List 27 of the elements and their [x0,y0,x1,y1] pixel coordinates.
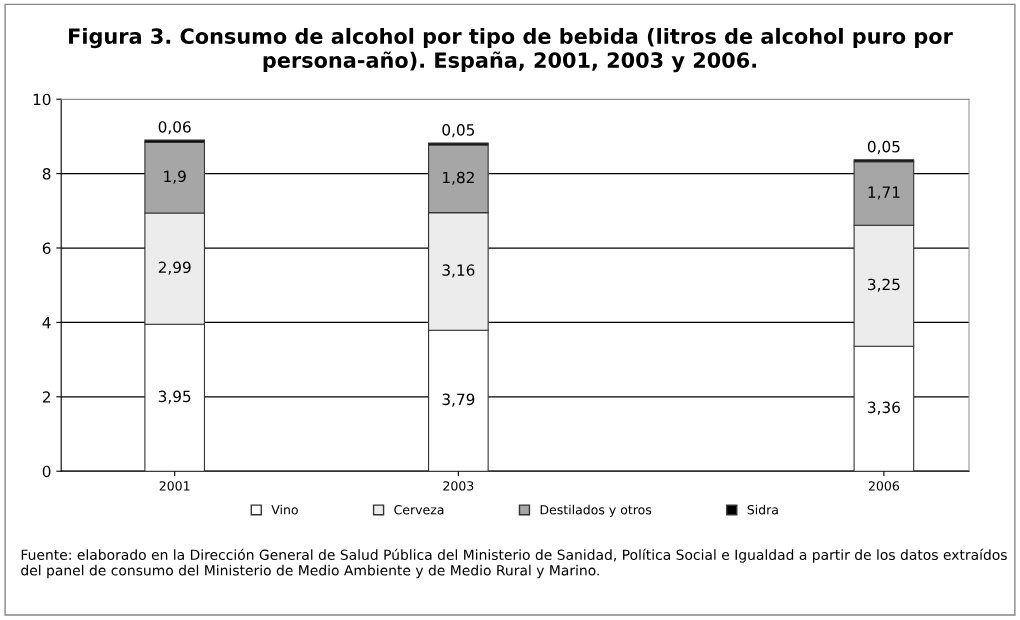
data-label: 2,99 [158,261,191,275]
y-tick-label: 0 [42,465,51,478]
data-label: 1,82 [443,171,474,185]
legend-label: Cerveza [394,504,444,515]
data-label: 3,25 [868,278,900,292]
data-label: 3,95 [158,390,191,404]
data-label: 0,05 [442,124,475,138]
y-tick-label: 2 [42,391,50,403]
y-tick-label: 4 [42,317,51,329]
x-tick-label: 2003 [443,481,474,491]
data-label: 0,05 [867,140,900,154]
x-tick-label: 2006 [868,481,900,491]
chart-title: Figura 3. Consumo de alcohol por tipo de bebida (litros de alcohol puro por persona-año). España, 2001, 2003 y 2006. [69,27,953,73]
y-tick-label: 6 [42,242,51,255]
y-tick-label: 8 [42,168,51,180]
legend-label: Sidra [747,504,778,515]
source-note: Fuente: elaborado en la Dirección General de Salud Pública del Ministerio de Sanidad, Política Social e Igualdad a partir de los datos extraídos del panel de consumo del Ministerio de Medio Ambiente y de Medio Rural y Marino. [21,548,1007,579]
y-tick-label: 10 [33,93,51,106]
data-label: 3,79 [442,393,475,407]
legend-label: Destilados y otros [540,504,652,517]
data-label: 0,06 [158,121,191,135]
data-label: 3,36 [868,401,900,415]
data-label: 1,9 [164,170,186,184]
data-label: 3,16 [442,264,475,278]
legend-label: Vino [271,504,298,515]
x-tick-label: 2001 [159,481,190,491]
data-label: 1,71 [868,186,900,200]
